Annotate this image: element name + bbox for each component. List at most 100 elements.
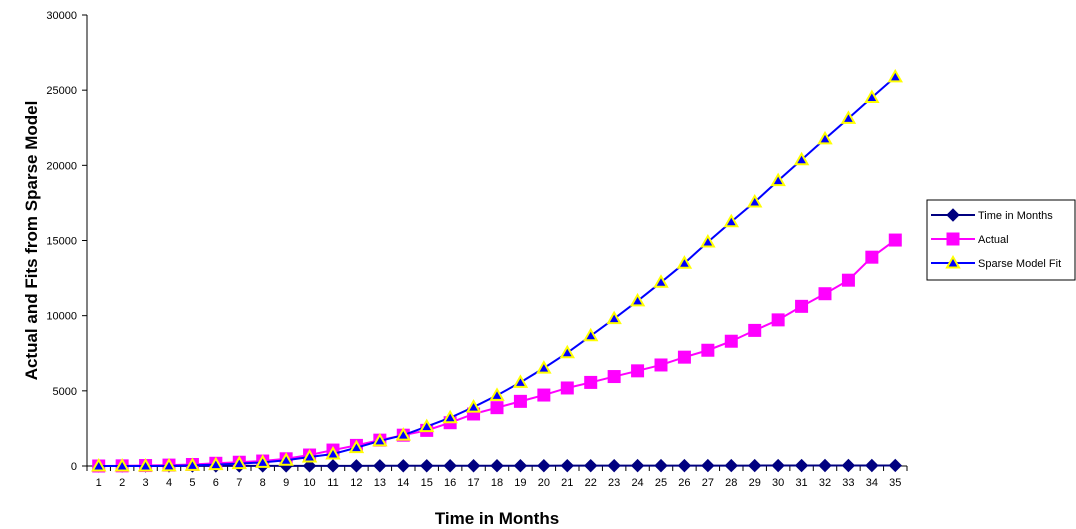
data-point-sparse-model-fit: [137, 457, 154, 472]
x-tick-label: 14: [397, 477, 409, 489]
x-tick-label: 2: [119, 477, 125, 489]
x-tick-label: 3: [143, 477, 149, 489]
legend-label: Sparse Model Fit: [978, 258, 1061, 270]
data-point-sparse-model-fit: [325, 445, 341, 460]
data-point-sparse-model-fit: [512, 374, 529, 388]
data-point-time-in-months: [630, 458, 645, 473]
data-point-sparse-model-fit: [793, 151, 810, 166]
data-point-sparse-model-fit: [770, 172, 786, 187]
data-point-sparse-model-fit: [606, 310, 622, 325]
data-point-actual: [724, 334, 738, 348]
x-tick-label: 20: [538, 477, 550, 489]
data-point-time-in-months: [748, 458, 762, 473]
data-point-sparse-model-fit: [114, 457, 130, 472]
x-tick-label: 15: [421, 477, 433, 489]
legend-marker-sparse-model-fit: [945, 254, 961, 269]
x-tick-label: 10: [303, 477, 315, 489]
x-tick-label: 7: [236, 477, 242, 489]
data-point-actual: [584, 375, 598, 389]
data-point-sparse-model-fit: [536, 360, 552, 374]
data-point-time-in-months: [841, 458, 856, 473]
data-point-sparse-model-fit: [465, 399, 482, 413]
data-point-actual: [795, 299, 809, 313]
data-point-sparse-model-fit: [208, 456, 224, 471]
x-tick-label: 21: [561, 477, 573, 489]
data-point-sparse-model-fit: [395, 427, 412, 441]
x-tick-label: 34: [866, 477, 878, 489]
x-tick-label: 31: [795, 477, 807, 489]
data-point-sparse-model-fit: [372, 432, 388, 447]
data-point-actual: [701, 343, 715, 357]
y-tick-label: 15000: [46, 236, 77, 248]
data-point-sparse-model-fit: [817, 130, 833, 145]
data-point-sparse-model-fit: [887, 68, 904, 83]
data-point-sparse-model-fit: [746, 193, 763, 208]
data-point-actual: [771, 313, 785, 327]
data-point-time-in-months: [490, 459, 504, 473]
data-point-time-in-months: [701, 458, 715, 473]
legend-item-actual: Actual: [931, 232, 1009, 246]
x-tick-label: 27: [702, 477, 714, 489]
data-point-sparse-model-fit: [559, 344, 576, 359]
x-tick-label: 22: [585, 477, 597, 489]
x-tick-label: 17: [467, 477, 479, 489]
x-tick-label: 18: [491, 477, 503, 489]
x-tick-label: 9: [283, 477, 289, 489]
x-tick-label: 28: [725, 477, 737, 489]
x-tick-label: 8: [260, 477, 266, 489]
data-point-sparse-model-fit: [301, 448, 318, 463]
data-point-sparse-model-fit: [184, 457, 201, 471]
y-tick-label: 25000: [46, 85, 77, 97]
x-tick-label: 30: [772, 477, 784, 489]
legend-marker-actual: [946, 232, 960, 246]
data-point-sparse-model-fit: [864, 89, 880, 104]
data-point-sparse-model-fit: [723, 213, 740, 228]
data-point-time-in-months: [771, 458, 785, 473]
data-point-sparse-model-fit: [582, 327, 599, 342]
data-point-sparse-model-fit: [90, 457, 107, 472]
x-tick-label: 1: [96, 477, 102, 489]
data-point-sparse-model-fit: [254, 454, 271, 468]
data-point-actual: [490, 401, 504, 415]
data-point-actual: [537, 388, 551, 402]
data-point-time-in-months: [818, 458, 832, 473]
y-tick-label: 30000: [46, 10, 77, 22]
data-point-actual: [888, 233, 902, 247]
x-tick-label: 25: [655, 477, 667, 489]
data-point-actual: [513, 394, 527, 408]
data-point-sparse-model-fit: [161, 457, 177, 472]
legend-label: Time in Months: [978, 210, 1053, 222]
data-point-actual: [818, 287, 832, 301]
data-point-sparse-model-fit: [676, 255, 693, 269]
data-point-time-in-months: [537, 458, 551, 473]
x-tick-label: 11: [327, 477, 338, 489]
y-axis-title: Actual and Fits from Sparse Model: [22, 101, 41, 381]
y-tick-label: 10000: [46, 311, 77, 323]
y-tick-label: 20000: [46, 160, 77, 172]
data-point-sparse-model-fit: [653, 274, 669, 288]
data-point-sparse-model-fit: [840, 110, 857, 124]
x-tick-label: 12: [350, 477, 362, 489]
legend-item-sparse-model-fit: Sparse Model Fit: [931, 254, 1061, 270]
data-point-time-in-months: [396, 459, 410, 473]
y-tick-label: 0: [71, 461, 77, 473]
data-point-time-in-months: [794, 458, 809, 473]
x-tick-label: 35: [889, 477, 901, 489]
data-point-time-in-months: [607, 458, 621, 473]
data-point-actual: [677, 350, 691, 364]
data-point-time-in-months: [888, 458, 902, 473]
data-point-actual: [865, 250, 879, 264]
data-point-actual: [841, 273, 855, 287]
x-tick-label: 26: [678, 477, 690, 489]
series-actual: [92, 233, 902, 473]
data-point-time-in-months: [373, 459, 387, 473]
series-sparse-model-fit: [90, 68, 904, 472]
data-point-time-in-months: [560, 458, 574, 473]
legend: Time in Months Actual Sparse Model Fit: [926, 199, 1076, 281]
x-tick-label: 23: [608, 477, 620, 489]
x-tick-label: 5: [189, 477, 195, 489]
y-tick-label: 5000: [53, 386, 77, 398]
x-tick-label: 29: [749, 477, 761, 489]
